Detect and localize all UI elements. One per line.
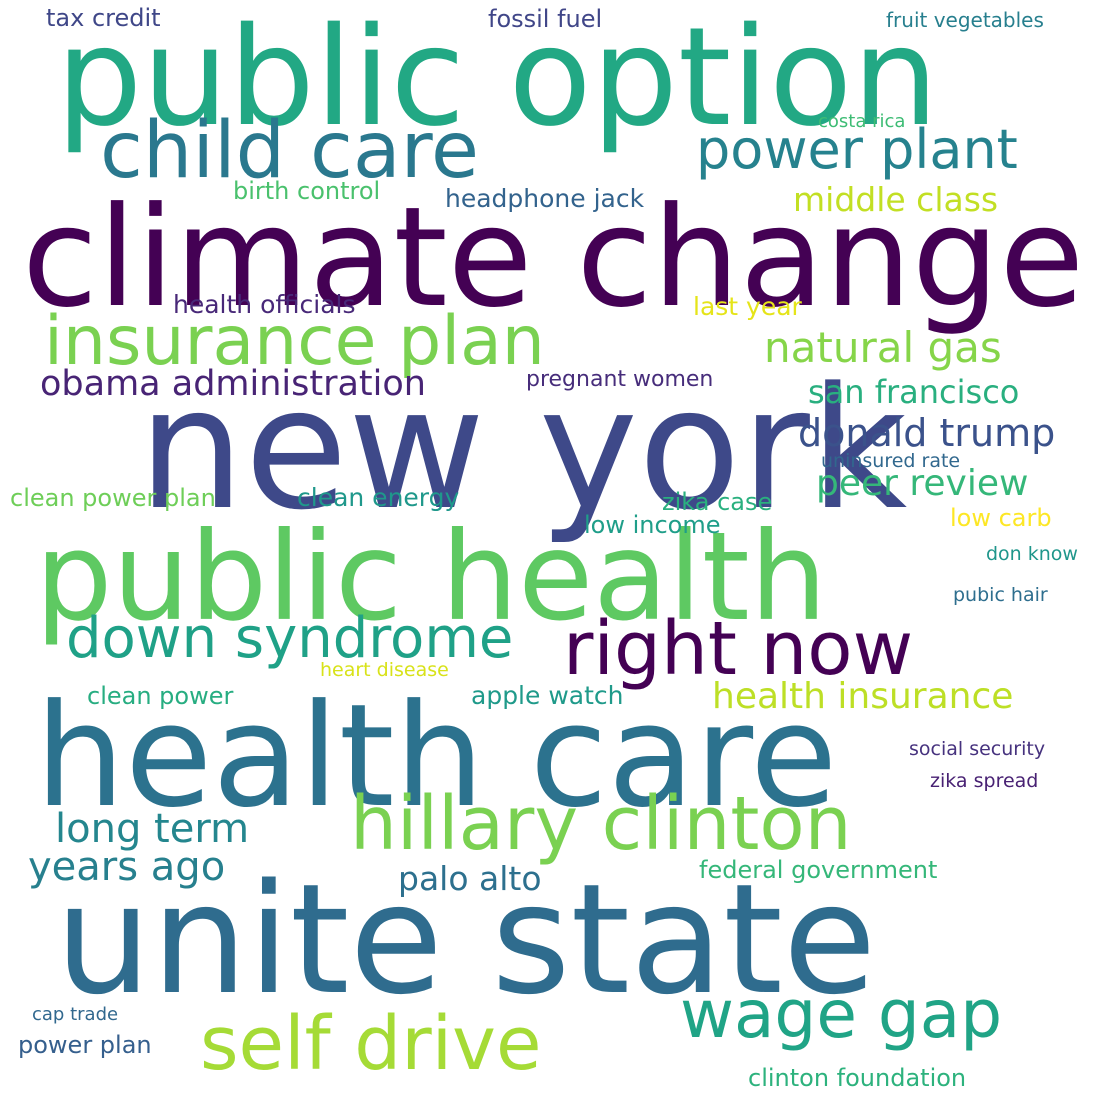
word-birth-control: birth control — [233, 177, 381, 205]
word-san-francisco: san francisco — [808, 373, 1020, 411]
word-low-carb: low carb — [950, 504, 1052, 532]
word-don-know: don know — [986, 543, 1078, 565]
word-power-plan: power plan — [18, 1031, 152, 1059]
word-last-year: last year — [693, 292, 802, 321]
word-health-officials: health officials — [173, 290, 356, 319]
word-clean-power-plan: clean power plan — [10, 484, 216, 512]
word-fruit-vegetables: fruit vegetables — [886, 8, 1044, 32]
word-clean-energy: clean energy — [297, 483, 460, 512]
word-long-term: long term — [55, 806, 250, 852]
word-federal-government: federal government — [699, 856, 938, 884]
word-power-plant: power plant — [696, 118, 1018, 181]
word-self-drive: self drive — [200, 1001, 542, 1087]
word-tax-credit: tax credit — [46, 4, 161, 32]
word-pregnant-women: pregnant women — [526, 367, 714, 392]
word-public-option: public option — [56, 0, 939, 157]
word-peer-review: peer review — [816, 463, 1029, 504]
word-clinton-foundation: clinton foundation — [748, 1064, 967, 1092]
word-health-insurance: health insurance — [712, 676, 1014, 717]
word-new-york: new york — [138, 351, 908, 547]
word-middle-class: middle class — [793, 180, 999, 219]
word-donald-trump: donald trump — [798, 411, 1056, 455]
word-uninsured-rate: uninsured rate — [821, 450, 961, 472]
word-heart-disease: heart disease — [320, 659, 449, 681]
word-wage-gap: wage gap — [680, 976, 1003, 1053]
word-social-security: social security — [909, 738, 1046, 760]
word-insurance-plan: insurance plan — [44, 302, 545, 381]
word-costa-rica: costa rica — [818, 111, 906, 132]
word-pubic-hair: pubic hair — [953, 584, 1048, 606]
word-zika-spread: zika spread — [930, 770, 1039, 792]
word-hillary-clinton: hillary clinton — [350, 781, 852, 867]
word-health-care: health care — [35, 674, 838, 839]
word-years-ago: years ago — [28, 844, 226, 890]
word-child-care: child care — [100, 106, 479, 196]
word-zika-case: zika case — [662, 488, 773, 516]
word-public-health: public health — [35, 506, 828, 648]
word-natural-gas: natural gas — [764, 323, 1002, 372]
word-down-syndrome: down syndrome — [66, 606, 514, 671]
word-right-now: right now — [563, 606, 914, 692]
word-low-income: low income — [584, 511, 721, 539]
word-palo-alto: palo alto — [398, 859, 542, 898]
word-climate-change: climate change — [22, 177, 1085, 338]
word-apple-watch: apple watch — [471, 681, 624, 710]
word-obama-administration: obama administration — [40, 364, 426, 404]
word-cap-trade: cap trade — [32, 1004, 119, 1025]
word-unite-state: unite state — [55, 851, 877, 1028]
word-fossil-fuel: fossil fuel — [488, 5, 603, 33]
word-headphone-jack: headphone jack — [445, 184, 645, 213]
word-clean-power: clean power — [87, 682, 234, 710]
